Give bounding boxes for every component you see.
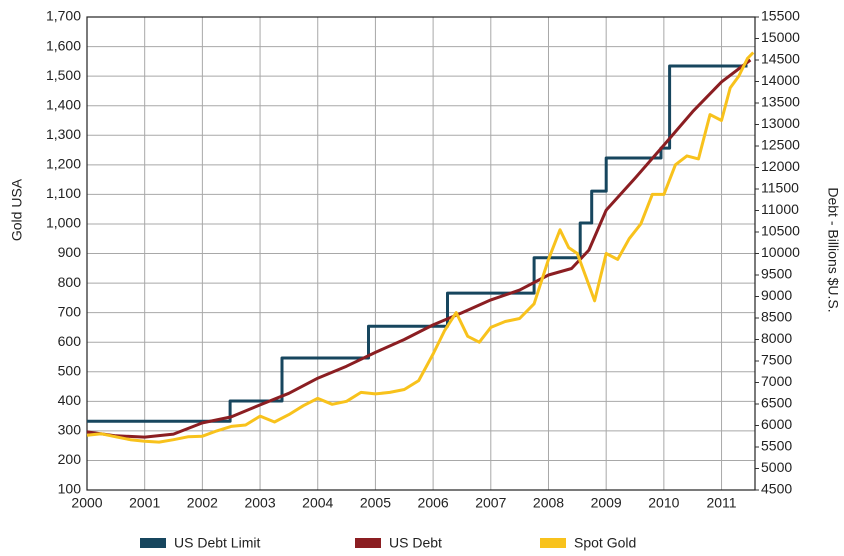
x-tick-label: 2005 — [360, 495, 391, 511]
y2-axis-title: Debt - Billions $U.S. — [825, 187, 841, 312]
y2-tick-label: 15000 — [761, 29, 800, 45]
y-tick-label: 1,300 — [46, 126, 81, 142]
y2-tick-label: 5000 — [761, 459, 792, 475]
y2-tick-label: 7500 — [761, 352, 792, 368]
series-line — [87, 64, 748, 423]
x-tick-label: 2008 — [533, 495, 564, 511]
y2-tick-label: 9000 — [761, 287, 792, 303]
y2-tick-label: 5500 — [761, 438, 792, 454]
series-line — [86, 58, 752, 439]
y-tick-label: 500 — [58, 362, 82, 378]
y-tick-label: 1,200 — [46, 156, 81, 172]
x-tick-label: 2010 — [648, 495, 679, 511]
y2-tick-label: 9500 — [761, 266, 792, 282]
y-tick-label: 1,500 — [46, 67, 81, 83]
y-tick-label: 100 — [58, 481, 82, 497]
legend-label: US Debt Limit — [174, 535, 260, 551]
y2-tick-label: 12500 — [761, 137, 800, 153]
y2-tick-label: 10000 — [761, 244, 800, 260]
y2-tick-label: 11000 — [761, 201, 799, 217]
y2-tick-label: 8500 — [761, 309, 792, 325]
x-tick-label: 2002 — [187, 495, 218, 511]
y-tick-label: 1,400 — [46, 96, 81, 112]
y2-tick-label: 10500 — [761, 223, 800, 239]
x-tick-label: 2006 — [418, 495, 449, 511]
x-tick-label: 2007 — [475, 495, 506, 511]
y-tick-label: 300 — [58, 422, 82, 438]
y-tick-label: 1,700 — [46, 8, 81, 24]
legend-swatch — [355, 538, 381, 548]
y2-tick-label: 15500 — [761, 8, 800, 24]
y-tick-label: 700 — [58, 303, 82, 319]
y2-tick-label: 12000 — [761, 158, 800, 174]
x-tick-label: 2009 — [591, 495, 622, 511]
y-tick-label: 200 — [58, 451, 82, 467]
y2-tick-label: 14500 — [761, 51, 800, 67]
y-tick-label: 600 — [58, 333, 82, 349]
y2-tick-label: 6000 — [761, 416, 792, 432]
legend-label: Spot Gold — [574, 535, 636, 551]
legend-swatch — [140, 538, 166, 548]
y-tick-label: 400 — [58, 392, 82, 408]
y2-tick-label: 8000 — [761, 330, 792, 346]
y2-tick-label: 13000 — [761, 115, 800, 131]
y2-tick-label: 14000 — [761, 72, 800, 88]
x-tick-label: 2001 — [129, 495, 160, 511]
x-tick-label: 2000 — [71, 495, 102, 511]
y-tick-label: 1,600 — [46, 37, 81, 53]
y-tick-label: 1,100 — [46, 185, 81, 201]
plot-border — [86, 16, 756, 491]
y-tick-label: 900 — [58, 244, 82, 260]
x-tick-label: 2003 — [244, 495, 275, 511]
y2-tick-label: 7000 — [761, 373, 792, 389]
y-tick-label: 1,000 — [46, 215, 81, 231]
y-tick-label: 800 — [58, 274, 82, 290]
y2-tick-label: 6500 — [761, 395, 792, 411]
series-line — [86, 51, 755, 444]
legend-swatch — [540, 538, 566, 548]
y2-tick-label: 4500 — [761, 481, 792, 497]
y2-tick-label: 13500 — [761, 94, 800, 110]
legend-label: US Debt — [389, 535, 442, 551]
y2-tick-label: 11500 — [761, 180, 799, 196]
x-tick-label: 2011 — [706, 495, 736, 511]
x-tick-label: 2004 — [302, 495, 333, 511]
y-axis-title: Gold USA — [9, 178, 25, 241]
